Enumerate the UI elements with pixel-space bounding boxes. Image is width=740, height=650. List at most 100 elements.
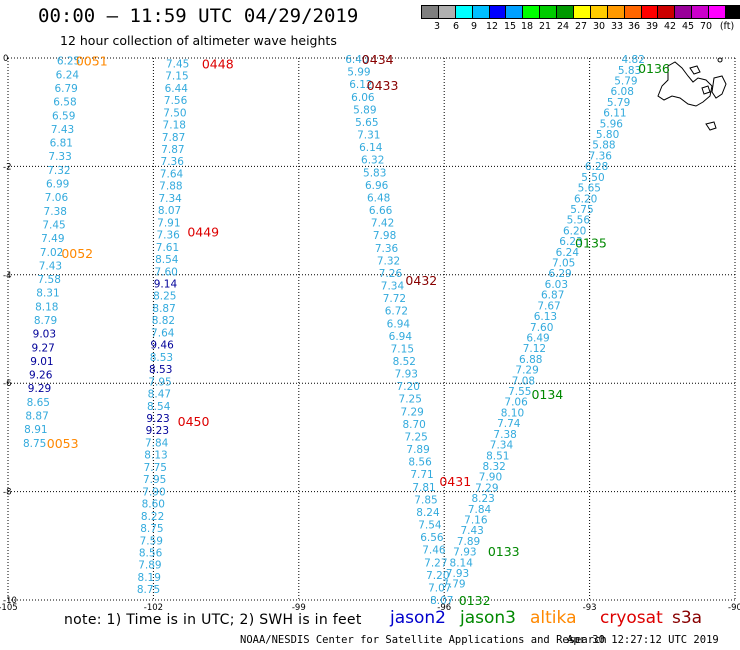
swh-value: 6.99: [46, 179, 69, 191]
color-scale-unit: (ft): [719, 21, 735, 32]
color-scale-label: 39: [645, 21, 659, 32]
swh-value: 7.55: [508, 386, 531, 398]
swh-value: 7.85: [414, 494, 437, 506]
swh-value: 7.75: [144, 462, 167, 474]
swh-value: 7.05: [552, 258, 575, 270]
swh-value: 7.60: [530, 322, 553, 334]
swh-value: 7.02: [40, 247, 63, 259]
swh-value: 5.65: [578, 183, 601, 195]
color-scale-label: 6: [452, 21, 460, 32]
swh-value: 7.90: [142, 486, 165, 498]
swh-value: 7.93: [453, 547, 476, 559]
swh-value: 6.24: [556, 247, 580, 259]
swh-value: 7.89: [457, 536, 480, 548]
swh-value: 8.65: [27, 397, 50, 409]
swh-value: 6.66: [369, 205, 393, 217]
swh-value: 7.36: [161, 156, 185, 168]
y-tick-label: -6: [3, 379, 11, 389]
y-tick-label: -8: [3, 488, 11, 498]
swh-value: 8.75: [23, 438, 46, 450]
swh-value: 7.64: [151, 327, 175, 339]
color-scale-label: 21: [538, 21, 552, 32]
swh-value: 7.58: [38, 274, 61, 286]
swh-value: 7.95: [143, 474, 166, 486]
swh-value: 7.36: [156, 230, 180, 242]
swh-tracks: 6.256.246.796.586.597.436.817.337.326.99…: [23, 54, 645, 607]
swh-value: 6.23: [559, 236, 582, 248]
legend-s3a: s3a: [672, 608, 703, 628]
track-a-altika: 6.256.24 6.79 6.586.59 7.43 6.817.33 7.32 6.99…: [23, 56, 80, 450]
swh-value: 7.36: [589, 150, 613, 162]
swh-value: 8.18: [35, 301, 58, 313]
swh-value: 6.24: [56, 69, 80, 81]
swh-value: 8.19: [138, 572, 161, 584]
swh-value: 7.98: [373, 230, 396, 242]
pass-time-label: 0449: [187, 224, 219, 239]
swh-value: 7.81: [412, 482, 435, 494]
pass-time-label: 0433: [367, 78, 399, 93]
swh-value: 7.71: [410, 469, 433, 481]
swh-value: 7.38: [493, 429, 516, 441]
swh-value: 7.61: [156, 242, 179, 254]
swh-value: 8.56: [139, 547, 163, 559]
y-tick-label: -4: [3, 271, 11, 281]
pass-time-label: 0052: [61, 246, 93, 261]
swh-value: 7.29: [475, 482, 498, 494]
pass-time-label: 0450: [178, 414, 210, 429]
swh-value: 8.82: [152, 315, 175, 327]
swh-value: 6.96: [365, 180, 389, 192]
swh-value: 7.89: [406, 444, 429, 456]
swh-value: 7.16: [464, 514, 488, 526]
color-scale-bar: [421, 5, 740, 19]
credit-text: NOAA/NESDIS Center for Satellite Applica…: [240, 634, 607, 646]
swh-value: 6.58: [53, 97, 76, 109]
swh-value: 8.23: [471, 493, 494, 505]
swh-value: 7.59: [140, 535, 163, 547]
swh-value: 8.53: [150, 352, 173, 364]
swh-value: 7.72: [383, 293, 406, 305]
swh-value: 8.75: [140, 523, 163, 535]
swh-value: 8.52: [393, 356, 416, 368]
swh-value: 7.45: [166, 58, 189, 70]
track-d-jason3: 4.825.835.796.085.796.115.965.805.887.36…: [442, 54, 645, 591]
color-scale-label: 33: [610, 21, 624, 32]
swh-value: 7.67: [537, 300, 560, 312]
swh-value: 6.28: [585, 161, 608, 173]
swh-value: 5.88: [592, 140, 615, 152]
swh-value: 7.34: [158, 193, 182, 205]
swh-value: 8.54: [155, 254, 179, 266]
swh-value: 9.23: [146, 425, 169, 437]
swh-value: 7.06: [45, 192, 69, 204]
swh-value: 5.65: [355, 117, 378, 129]
swh-value: 6.25: [57, 56, 80, 68]
swh-value: 7.50: [163, 107, 186, 119]
generated-timestamp: Apr 30 12:27:12 UTC 2019: [567, 634, 719, 646]
swh-value: 6.20: [563, 225, 586, 237]
swh-value: 6.79: [54, 83, 77, 95]
swh-value: 6.94: [387, 318, 411, 330]
swh-value: 7.12: [523, 343, 546, 355]
swh-value: 7.46: [422, 545, 446, 557]
swh-value: 7.87: [161, 144, 184, 156]
swh-value: 9.46: [150, 340, 174, 352]
swh-value: 6.08: [611, 86, 634, 98]
swh-value: 7.06: [504, 397, 528, 409]
pass-time-label: 0051: [76, 54, 108, 69]
swh-value: 7.18: [163, 120, 186, 132]
x-tick-label: -105: [0, 603, 18, 613]
swh-value: 7.38: [44, 206, 67, 218]
color-scale-label: 12: [485, 21, 499, 32]
swh-value: 8.25: [153, 291, 176, 303]
y-tick-label: -2: [3, 162, 11, 172]
map-grid: [7, 57, 736, 601]
galapagos-islands: [657, 57, 727, 131]
swh-value: 8.70: [402, 419, 425, 431]
swh-value: 7.20: [397, 381, 420, 393]
swh-value: 5.56: [567, 215, 591, 227]
color-scale-label: 36: [627, 21, 641, 32]
track-b-cryosat: 7.457.156.447.567.507.187.877.877.367.64…: [137, 58, 189, 596]
swh-value: 7.79: [442, 579, 465, 591]
color-scale-label: 27: [574, 21, 588, 32]
swh-value: 9.26: [29, 370, 53, 382]
